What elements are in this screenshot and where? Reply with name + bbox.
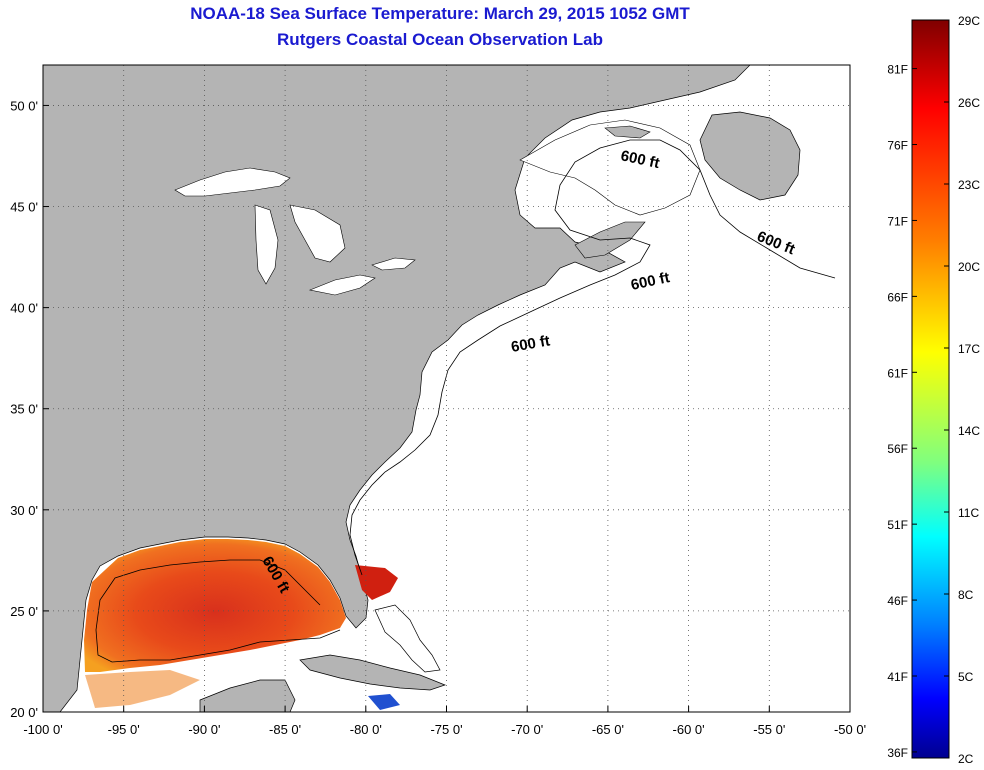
colorbar-label-celsius: 8C — [958, 588, 974, 602]
lake-erie — [308, 274, 376, 296]
colorbar-label-celsius: 23C — [958, 178, 980, 192]
axis-ticks: -100 0' -95 0' -90 0' -85 0' -80 0' -75 0' -70… — [10, 98, 866, 737]
lon-tick-label: -65 0' — [592, 722, 624, 737]
colorbar-label-fahrenheit: 71F — [887, 214, 908, 228]
lon-tick-label: -60 0' — [673, 722, 705, 737]
colorbar-label-celsius: 5C — [958, 670, 974, 684]
gulf-of-st-lawrence — [519, 119, 701, 216]
lat-tick-label: 30 0' — [10, 503, 38, 518]
lon-tick-label: -55 0' — [753, 722, 785, 737]
colorbar-label-fahrenheit: 56F — [887, 442, 908, 456]
lat-tick-label: 25 0' — [10, 604, 38, 619]
colorbar-label-fahrenheit: 66F — [887, 290, 908, 304]
lon-tick-label: -75 0' — [430, 722, 462, 737]
contour-label-mid-atlantic: 600 ft — [510, 332, 552, 356]
colorbar-label-celsius: 20C — [958, 260, 980, 274]
gulf-sst-field — [84, 539, 346, 672]
lon-tick-label: -70 0' — [511, 722, 543, 737]
colorbar-label-celsius: 11C — [958, 506, 979, 520]
colorbar-label-fahrenheit: 46F — [887, 594, 908, 608]
colorbar-label-celsius: 14C — [958, 424, 980, 438]
lon-tick-label: -80 0' — [350, 722, 382, 737]
lon-tick-label: -50 0' — [834, 722, 866, 737]
lon-tick-label: -95 0' — [108, 722, 140, 737]
colorbar-label-fahrenheit: 51F — [887, 518, 908, 532]
colorbar-label-fahrenheit: 36F — [887, 746, 908, 760]
bahamas-bank-contour — [374, 604, 441, 673]
colorbar-label-celsius: 2C — [958, 752, 974, 766]
lake-michigan — [254, 204, 279, 285]
anticosti-island — [604, 125, 651, 139]
map-title: NOAA-18 Sea Surface Temperature: March 2… — [190, 4, 690, 23]
caribbean-blue-patch — [368, 694, 400, 710]
colorbar-label-celsius: 17C — [958, 342, 980, 356]
colorbar — [911, 19, 950, 759]
colorbar-label-fahrenheit: 41F — [887, 670, 908, 684]
north-america-land — [43, 65, 751, 712]
newfoundland-land — [699, 111, 801, 201]
caribbean-sst-patch — [85, 670, 200, 708]
lon-tick-label: -100 0' — [23, 722, 62, 737]
colorbar-label-fahrenheit: 81F — [887, 63, 908, 77]
isobath-600ft-atlantic — [349, 139, 836, 576]
lon-tick-label: -90 0' — [188, 722, 220, 737]
atlantic-sst-patch — [355, 565, 398, 600]
colorbar-label-celsius: 26C — [958, 96, 980, 110]
map-area: 600 ft 600 ft 600 ft 600 ft 600 ft — [43, 65, 850, 712]
lat-tick-label: 50 0' — [10, 98, 38, 113]
isobath-600ft-gulf — [95, 559, 341, 663]
lat-tick-label: 40 0' — [10, 301, 38, 316]
colorbar-labels: 29C 26C 23C 20C 17C 14C 11C 8C 5C 2C 81F 76F 71F 66F 6… — [887, 14, 980, 766]
lat-tick-label: 35 0' — [10, 402, 38, 417]
colorbar-label-celsius: 29C — [958, 14, 980, 28]
lat-tick-label: 45 0' — [10, 200, 38, 215]
mexico-yucatan-land — [199, 679, 296, 712]
cuba-land — [299, 654, 447, 691]
colorbar-label-fahrenheit: 61F — [887, 366, 908, 380]
lake-huron — [289, 204, 346, 263]
nova-scotia — [574, 221, 646, 259]
colorbar-label-fahrenheit: 76F — [887, 139, 908, 153]
lake-superior — [174, 167, 291, 197]
lon-tick-label: -85 0' — [269, 722, 301, 737]
map-subtitle: Rutgers Coastal Ocean Observation Lab — [277, 30, 603, 49]
lake-ontario — [371, 257, 416, 271]
lat-tick-label: 20 0' — [10, 705, 38, 720]
